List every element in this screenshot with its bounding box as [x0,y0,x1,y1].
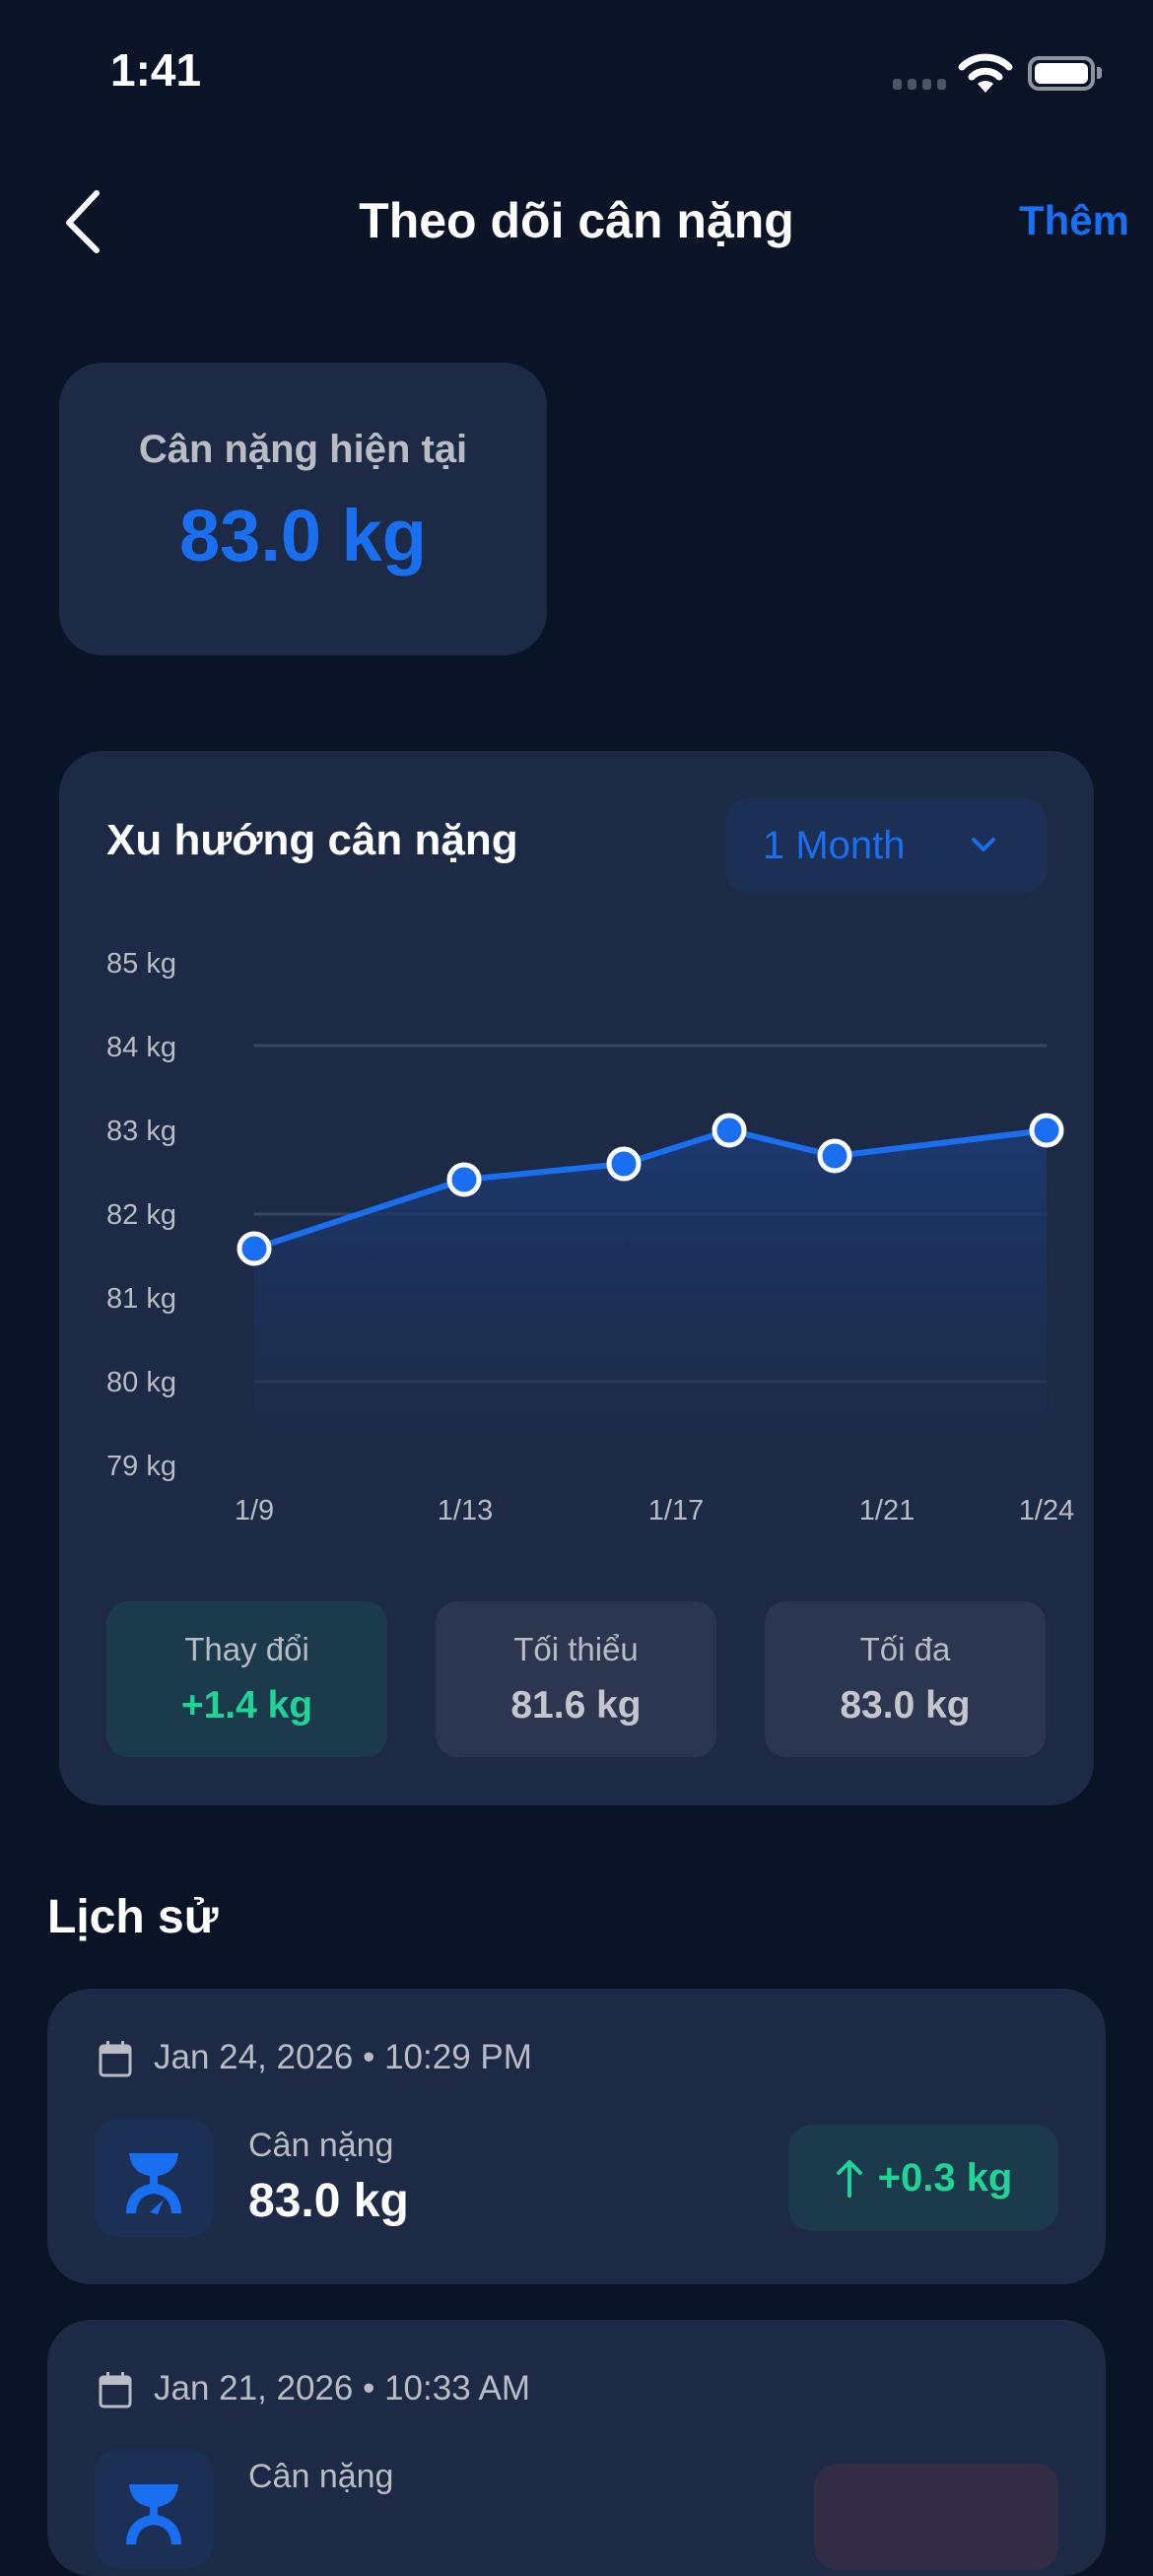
history-entry[interactable]: Jan 24, 2026 • 10:29 PM Cân nặng 83.0 kg… [47,1989,1106,2284]
data-point [1029,1113,1064,1148]
calendar-icon [99,2041,132,2077]
arrow-up-icon [836,2160,862,2198]
stat-label: Thay đổi [184,1631,309,1667]
area-fill [254,1130,1047,1451]
stat-value: 83.0 kg [840,1684,971,1727]
chevron-down-icon [972,838,995,851]
history-title: Lịch sử [47,1891,219,1943]
battery-tip [1097,67,1102,79]
x-tick: 1/24 [1018,1495,1075,1526]
add-button[interactable]: Thêm [1018,197,1129,243]
stat-min: Tối thiểu 81.6 kg [436,1601,716,1757]
y-tick: 81 kg [106,1283,176,1315]
data-point [446,1162,482,1197]
data-point [817,1138,852,1174]
entry-date: Jan 21, 2026 • 10:33 AM [154,2369,530,2407]
weight-trend-card: Xu hướng cân nặng 1 Month 85 kg 84 kg 83… [59,751,1094,1805]
stat-label: Tối thiểu [513,1631,639,1667]
data-point [237,1231,272,1266]
entry-date: Jan 24, 2026 • 10:29 PM [154,2038,532,2076]
x-tick: 1/13 [437,1495,494,1526]
y-tick: 83 kg [106,1116,176,1147]
scale-icon [126,2484,181,2544]
data-point [606,1146,642,1182]
page-title: Theo dõi cân nặng [359,193,794,248]
y-tick: 79 kg [106,1451,176,1482]
current-weight-card: Cân nặng hiện tại 83.0 kg [59,363,547,655]
scale-icon-box [95,2450,213,2568]
current-weight-label: Cân nặng hiện tại [138,428,468,471]
status-time: 1:41 [110,44,202,96]
change-value: +0.3 kg [877,2155,1013,2200]
stat-label: Tối đa [859,1631,951,1667]
trend-title: Xu hướng cân nặng [106,816,518,864]
scale-icon [126,2153,181,2214]
battery-icon [1028,56,1095,91]
calendar-icon [99,2372,132,2408]
current-weight-value: 83.0 kg [179,495,427,576]
x-tick: 1/17 [647,1495,705,1526]
entry-value: 83.0 kg [248,2175,409,2227]
stat-value: +1.4 kg [180,1684,313,1727]
data-point [712,1113,747,1148]
history-entry[interactable]: Jan 21, 2026 • 10:33 AM Cân nặng [47,2320,1106,2576]
stat-max: Tối đa 83.0 kg [765,1601,1046,1757]
change-badge: +0.3 kg [788,2125,1058,2231]
back-chevron-icon[interactable] [57,187,106,256]
stat-value: 81.6 kg [510,1684,642,1727]
y-tick: 80 kg [106,1367,176,1398]
cellular-signal-icon [893,79,946,90]
change-badge [814,2464,1058,2570]
scale-icon-box [95,2119,213,2237]
entry-label: Cân nặng [248,2458,394,2495]
range-selected: 1 Month [763,823,906,867]
range-dropdown[interactable]: 1 Month [725,798,1047,893]
y-tick: 84 kg [106,1032,176,1063]
weight-line-chart [237,1044,1064,1451]
y-tick: 85 kg [106,948,176,980]
y-tick: 82 kg [106,1199,176,1231]
x-tick: 1/9 [234,1495,275,1526]
stat-change: Thay đổi +1.4 kg [106,1601,387,1757]
x-tick: 1/21 [858,1495,916,1526]
wifi-icon [958,53,1013,93]
entry-label: Cân nặng [248,2127,394,2164]
